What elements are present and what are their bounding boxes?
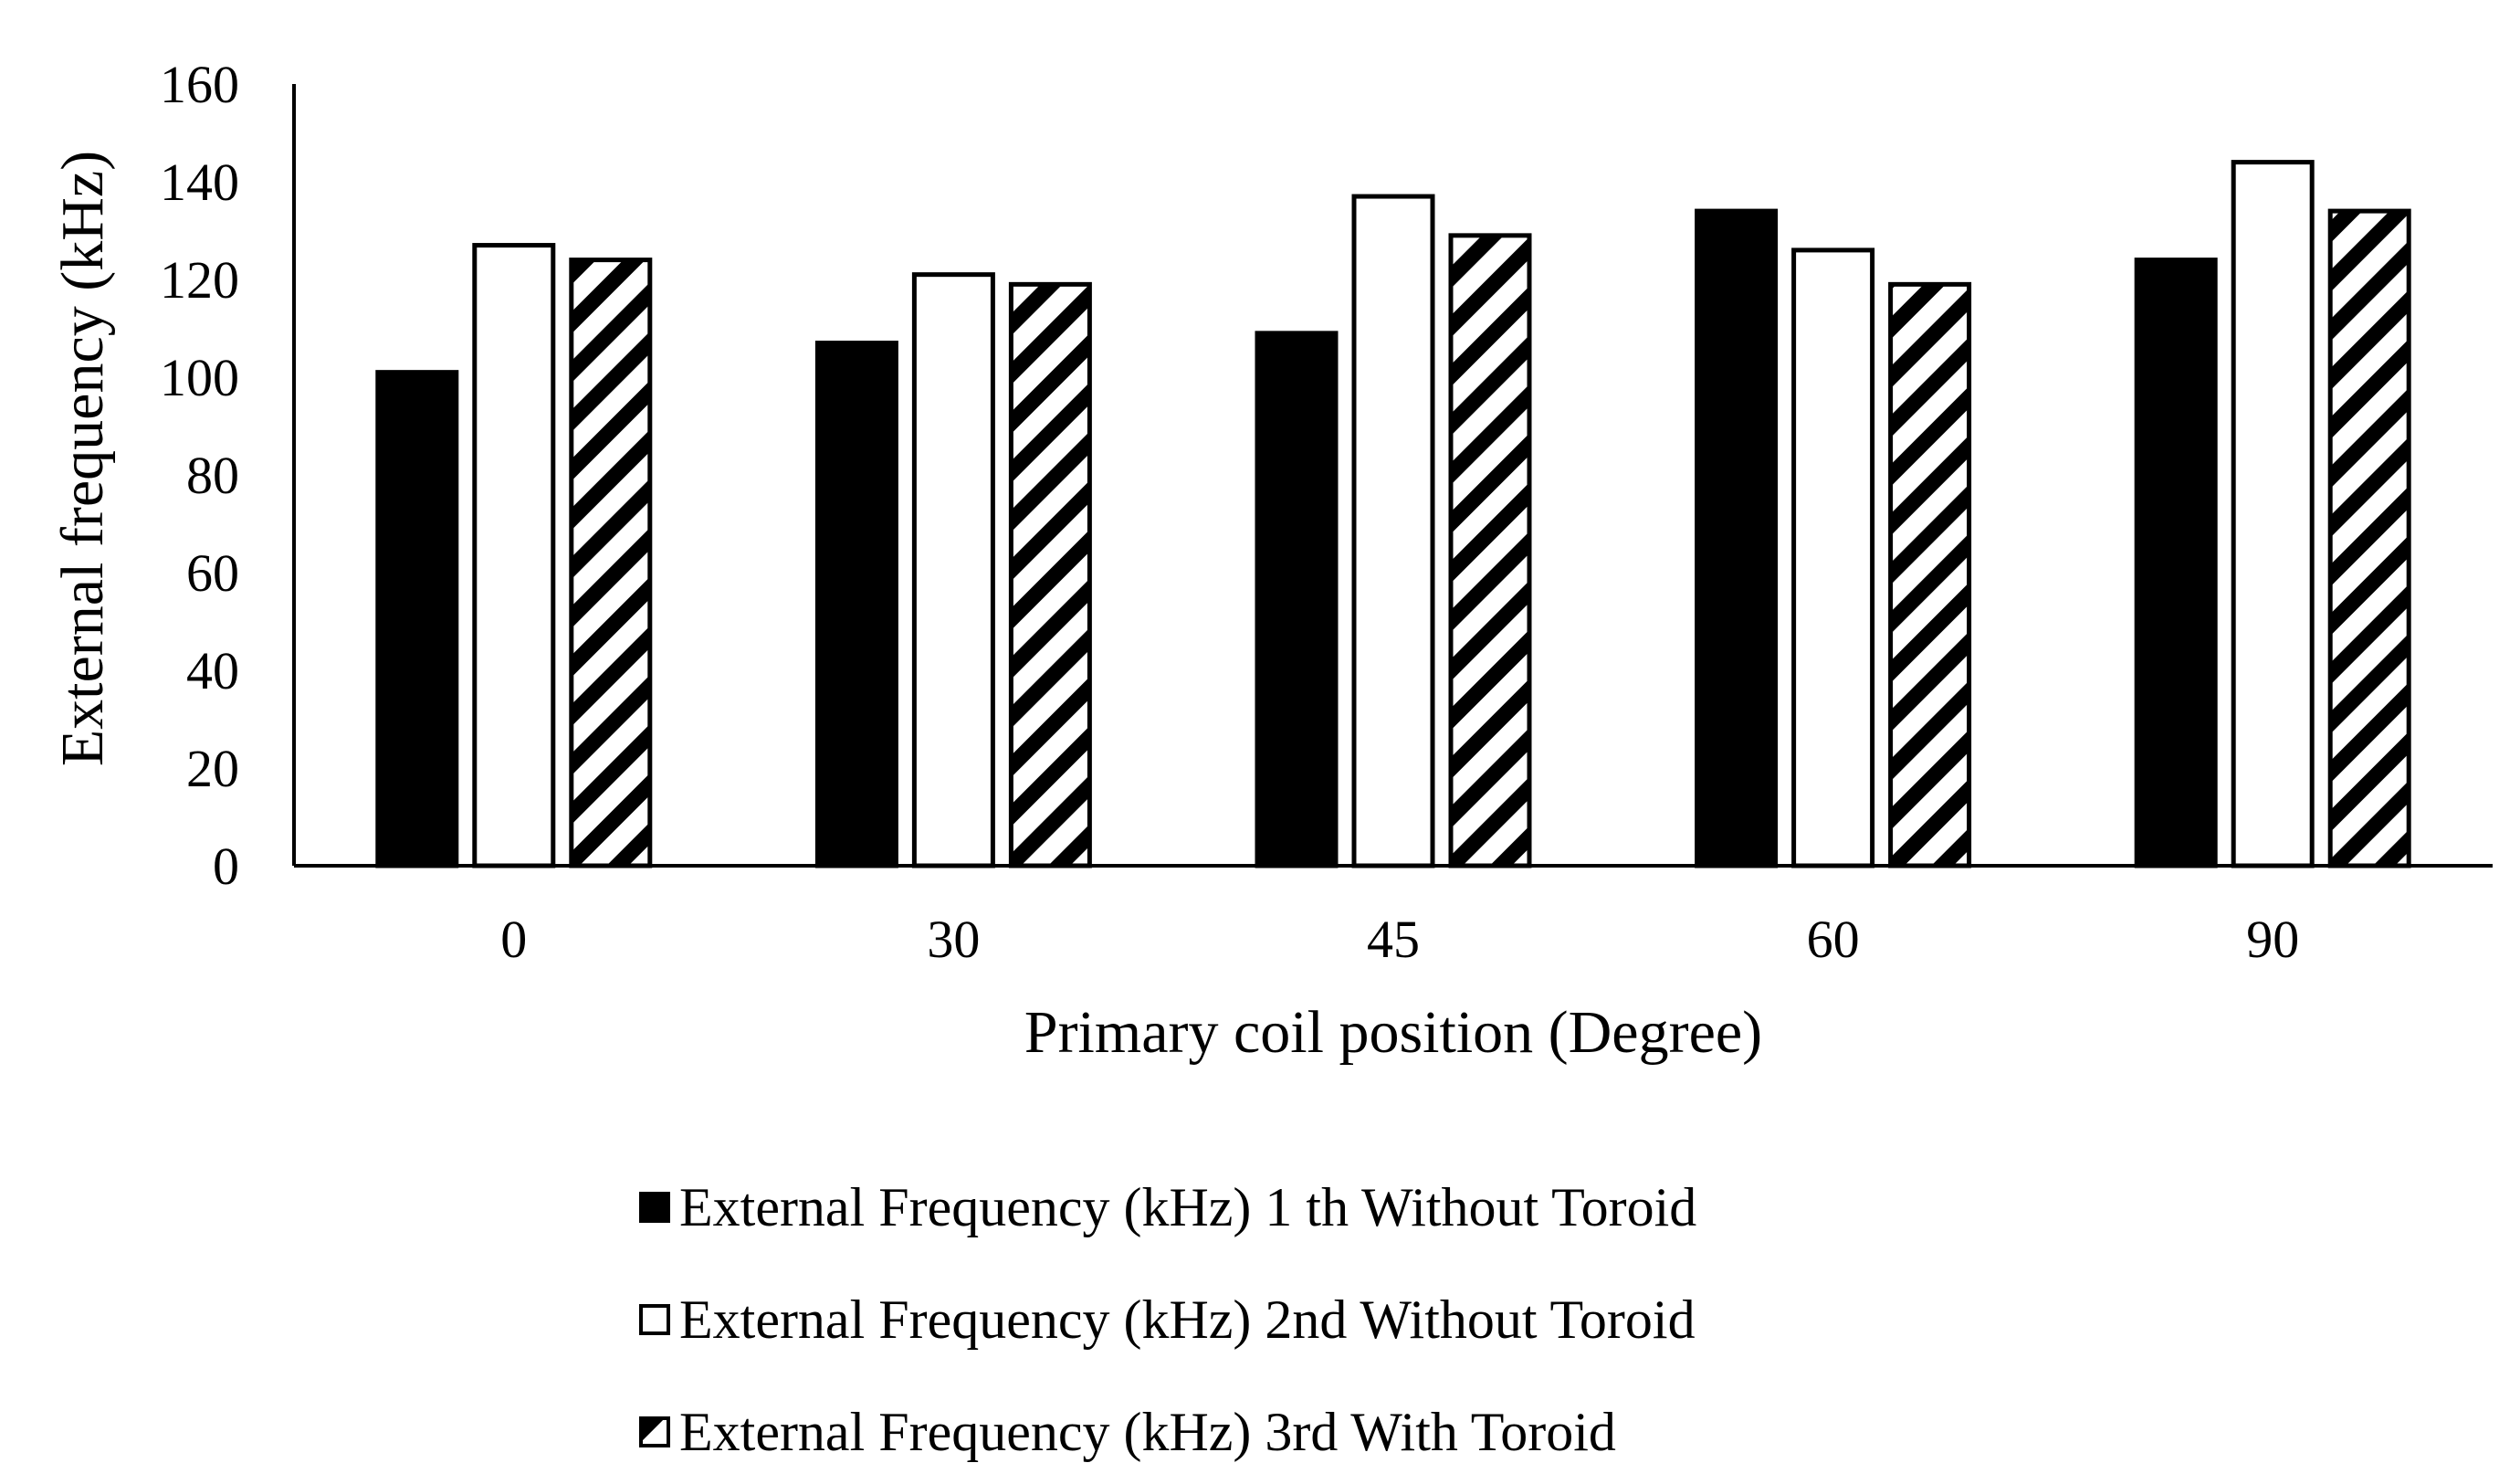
bar-2-90 [2231, 160, 2315, 868]
y-axis-ticks: 0 20 40 60 80 100 120 140 160 [160, 55, 239, 896]
y-tick-label: 20 [186, 739, 239, 798]
legend-swatch-1 [639, 1192, 670, 1223]
legend-swatch-3 [639, 1416, 670, 1447]
bar-1-30 [814, 341, 898, 868]
legend-label-1: External Frequency (kHz) 1 th Without To… [679, 1177, 1696, 1237]
legend-swatch-2 [639, 1304, 670, 1335]
x-tick-label: 0 [500, 910, 527, 969]
bar-2-45 [1351, 194, 1435, 868]
legend-label-3: External Frequency (kHz) 3rd With Toroid [679, 1402, 1616, 1462]
y-axis-title: External frequency (kHz) [49, 151, 116, 766]
y-tick-label: 100 [160, 348, 239, 407]
bar-1-90 [2134, 258, 2218, 868]
bar-2-60 [1791, 247, 1875, 868]
y-tick-label: 140 [160, 153, 239, 212]
bar-1-60 [1695, 208, 1779, 868]
bar-3-0 [569, 258, 653, 868]
y-tick-label: 0 [213, 837, 239, 896]
x-axis-title: Primary coil position (Degree) [1024, 999, 1762, 1066]
x-axis-ticks: 0 30 45 60 90 [500, 910, 2299, 969]
y-tick-label: 160 [160, 55, 239, 114]
y-tick-label: 40 [186, 641, 239, 700]
y-tick-label: 120 [160, 250, 239, 310]
bar-3-90 [2327, 208, 2411, 868]
y-tick-label: 60 [186, 543, 239, 603]
bar-1-45 [1255, 331, 1339, 868]
legend-label-2: External Frequency (kHz) 2nd Without Tor… [679, 1289, 1696, 1350]
y-tick-label: 80 [186, 446, 239, 505]
bar-3-30 [1008, 281, 1092, 868]
bars [375, 160, 2411, 868]
legend: External Frequency (kHz) 1 th Without To… [639, 1177, 1696, 1462]
x-tick-label: 45 [1367, 910, 1420, 969]
bar-3-60 [1888, 281, 1972, 868]
x-tick-label: 30 [927, 910, 980, 969]
bar-1-0 [375, 370, 459, 868]
bar-3-45 [1448, 233, 1532, 868]
bar-2-30 [911, 272, 995, 868]
x-tick-label: 90 [2246, 910, 2299, 969]
x-tick-label: 60 [1807, 910, 1860, 969]
bar-2-0 [472, 243, 556, 868]
